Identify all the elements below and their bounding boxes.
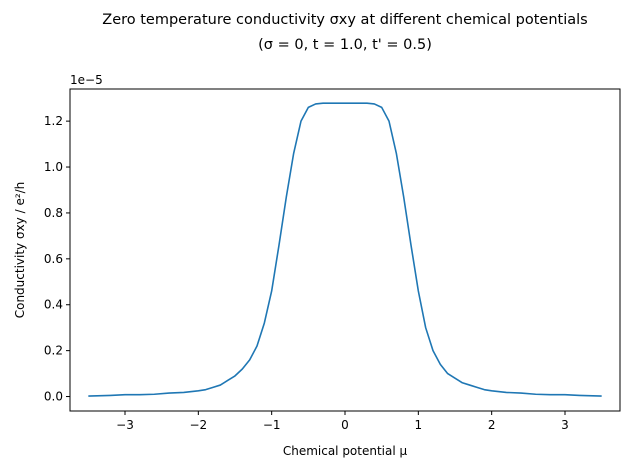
x-tick-label: 2 — [488, 418, 496, 432]
axis-ticks: −3 −2 −1 0 1 2 3 0.0 0.2 0.4 0.6 0.8 1.0 1.2 — [44, 114, 569, 432]
x-axis-label: Chemical potential μ — [283, 444, 408, 458]
x-tick-label: 1 — [415, 418, 423, 432]
y-axis-label: Conductivity σxy / e²/h — [13, 182, 27, 319]
y-tick-label: 1.0 — [44, 160, 63, 174]
series-line — [88, 102, 602, 397]
plot-frame — [69, 88, 621, 412]
y-tick-label: 0.4 — [44, 298, 63, 312]
y-tick-label: 0.8 — [44, 206, 63, 220]
x-tick-label: 3 — [561, 418, 569, 432]
x-tick-label: −2 — [189, 418, 207, 432]
y-tick-label: 0.6 — [44, 252, 63, 266]
y-tick-label: 0.2 — [44, 344, 63, 358]
chart-title: Zero temperature conductivity σxy at dif… — [102, 12, 587, 28]
y-offset-label: 1e−5 — [70, 73, 103, 87]
y-tick-label: 0.0 — [44, 390, 63, 404]
x-tick-label: 0 — [341, 418, 349, 432]
x-tick-label: −1 — [263, 418, 281, 432]
x-tick-label: −3 — [116, 418, 134, 432]
plot-series — [88, 102, 602, 397]
chart-subtitle: (σ = 0, t = 1.0, t' = 0.5) — [258, 37, 432, 53]
y-tick-label: 1.2 — [44, 114, 63, 128]
